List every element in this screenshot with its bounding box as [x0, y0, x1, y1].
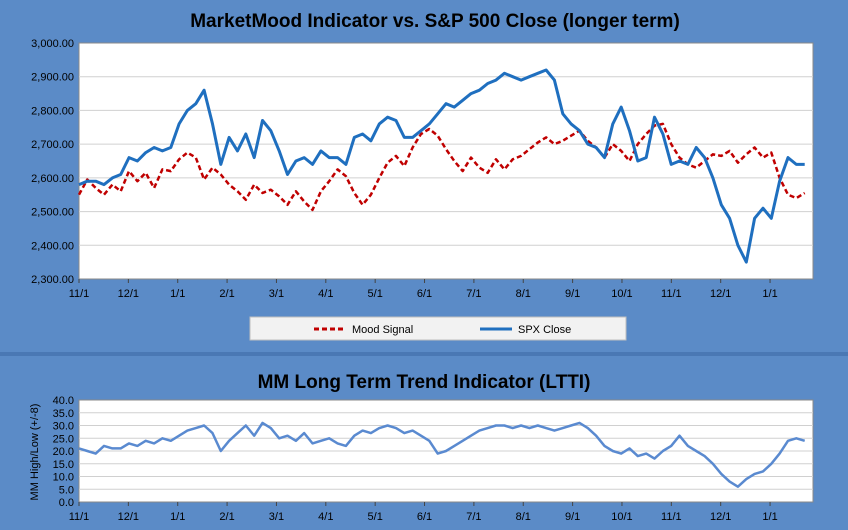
x-tick-label: 1/1 [170, 511, 185, 523]
bottom-chart: MM Long Term Trend Indicator (LTTI) 0.05… [29, 372, 814, 523]
x-tick-label: 7/1 [466, 511, 481, 523]
x-tick-label: 12/1 [118, 511, 139, 523]
x-tick-label: 3/1 [269, 288, 284, 300]
x-tick-label: 12/1 [710, 288, 731, 300]
top-chart-title: MarketMood Indicator vs. S&P 500 Close (… [190, 11, 680, 32]
y-tick-label: 0.0 [59, 497, 74, 509]
y-tick-label: 2,300.00 [31, 274, 74, 286]
bottom-chart-title: MM Long Term Trend Indicator (LTTI) [258, 372, 591, 393]
legend-mood-label: Mood Signal [352, 324, 413, 336]
ltti-line [78, 421, 806, 488]
x-tick-label: 12/1 [118, 288, 139, 300]
x-tick-label: 10/1 [611, 511, 632, 523]
spx-close-line [78, 68, 805, 264]
chart-separator [0, 352, 848, 356]
x-tick-label: 8/1 [516, 288, 531, 300]
y-tick-label: 5.0 [59, 484, 74, 496]
y-tick-label: 3,000.00 [31, 38, 74, 50]
x-tick-label: 8/1 [516, 511, 531, 523]
y-tick-label: 15.0 [53, 459, 74, 471]
y-tick-label: 2,500.00 [31, 207, 74, 219]
x-tick-label: 9/1 [565, 511, 580, 523]
y-tick-label: 10.0 [53, 472, 74, 484]
top-chart: MarketMood Indicator vs. S&P 500 Close (… [31, 11, 814, 341]
top-legend: Mood Signal SPX Close [249, 316, 627, 341]
x-tick-label: 9/1 [565, 288, 580, 300]
mood-signal-line [77, 122, 806, 212]
x-tick-label: 3/1 [269, 511, 284, 523]
top-gridlines [79, 76, 813, 246]
x-tick-label: 11/1 [69, 288, 90, 300]
x-tick-label: 6/1 [417, 511, 432, 523]
top-x-axis: 11/1 12/1 1/1 2/1 3/1 4/1 5/1 6/1 7/1 8/1 9/1 10/1 1… [69, 279, 778, 300]
x-tick-label: 11/1 [69, 511, 90, 523]
x-tick-label: 11/1 [661, 511, 682, 523]
y-tick-label: 30.0 [53, 421, 74, 433]
x-tick-label: 10/1 [611, 288, 632, 300]
x-tick-label: 7/1 [466, 288, 481, 300]
y-tick-label: 2,400.00 [31, 240, 74, 252]
top-series [77, 68, 806, 264]
x-tick-label: 1/1 [762, 511, 777, 523]
x-tick-label: 2/1 [219, 288, 234, 300]
y-tick-label: 35.0 [53, 408, 74, 420]
bottom-x-axis: 11/1 12/1 1/1 2/1 3/1 4/1 5/1 6/1 7/1 8/1 9/1 10/1 1… [69, 502, 778, 523]
x-tick-label: 6/1 [417, 288, 432, 300]
legend-box [249, 316, 627, 341]
y-tick-label: 40.0 [53, 395, 74, 407]
x-tick-label: 1/1 [762, 288, 777, 300]
top-y-axis: 2,300.00 2,400.00 2,500.00 2,600.00 2,700.00… [31, 38, 74, 286]
x-tick-label: 5/1 [368, 511, 383, 523]
y-tick-label: 2,800.00 [31, 105, 74, 117]
y-tick-label: 2,900.00 [31, 72, 74, 84]
bottom-y-axis-label: MM High/Low (+/-8) [29, 404, 41, 501]
bottom-y-axis: 0.05.010.015.020.025.030.035.040.0 [53, 395, 74, 509]
x-tick-label: 4/1 [318, 288, 333, 300]
x-tick-label: 4/1 [318, 511, 333, 523]
y-tick-label: 25.0 [53, 433, 74, 445]
x-tick-label: 12/1 [710, 511, 731, 523]
y-tick-label: 2,700.00 [31, 139, 74, 151]
top-plot-area [78, 42, 814, 280]
x-tick-label: 5/1 [368, 288, 383, 300]
y-tick-label: 20.0 [53, 446, 74, 458]
legend-spx-label: SPX Close [518, 324, 571, 336]
bottom-series [78, 421, 806, 488]
x-tick-label: 11/1 [661, 288, 682, 300]
x-tick-label: 1/1 [170, 288, 185, 300]
x-tick-label: 2/1 [219, 511, 234, 523]
y-tick-label: 2,600.00 [31, 173, 74, 185]
